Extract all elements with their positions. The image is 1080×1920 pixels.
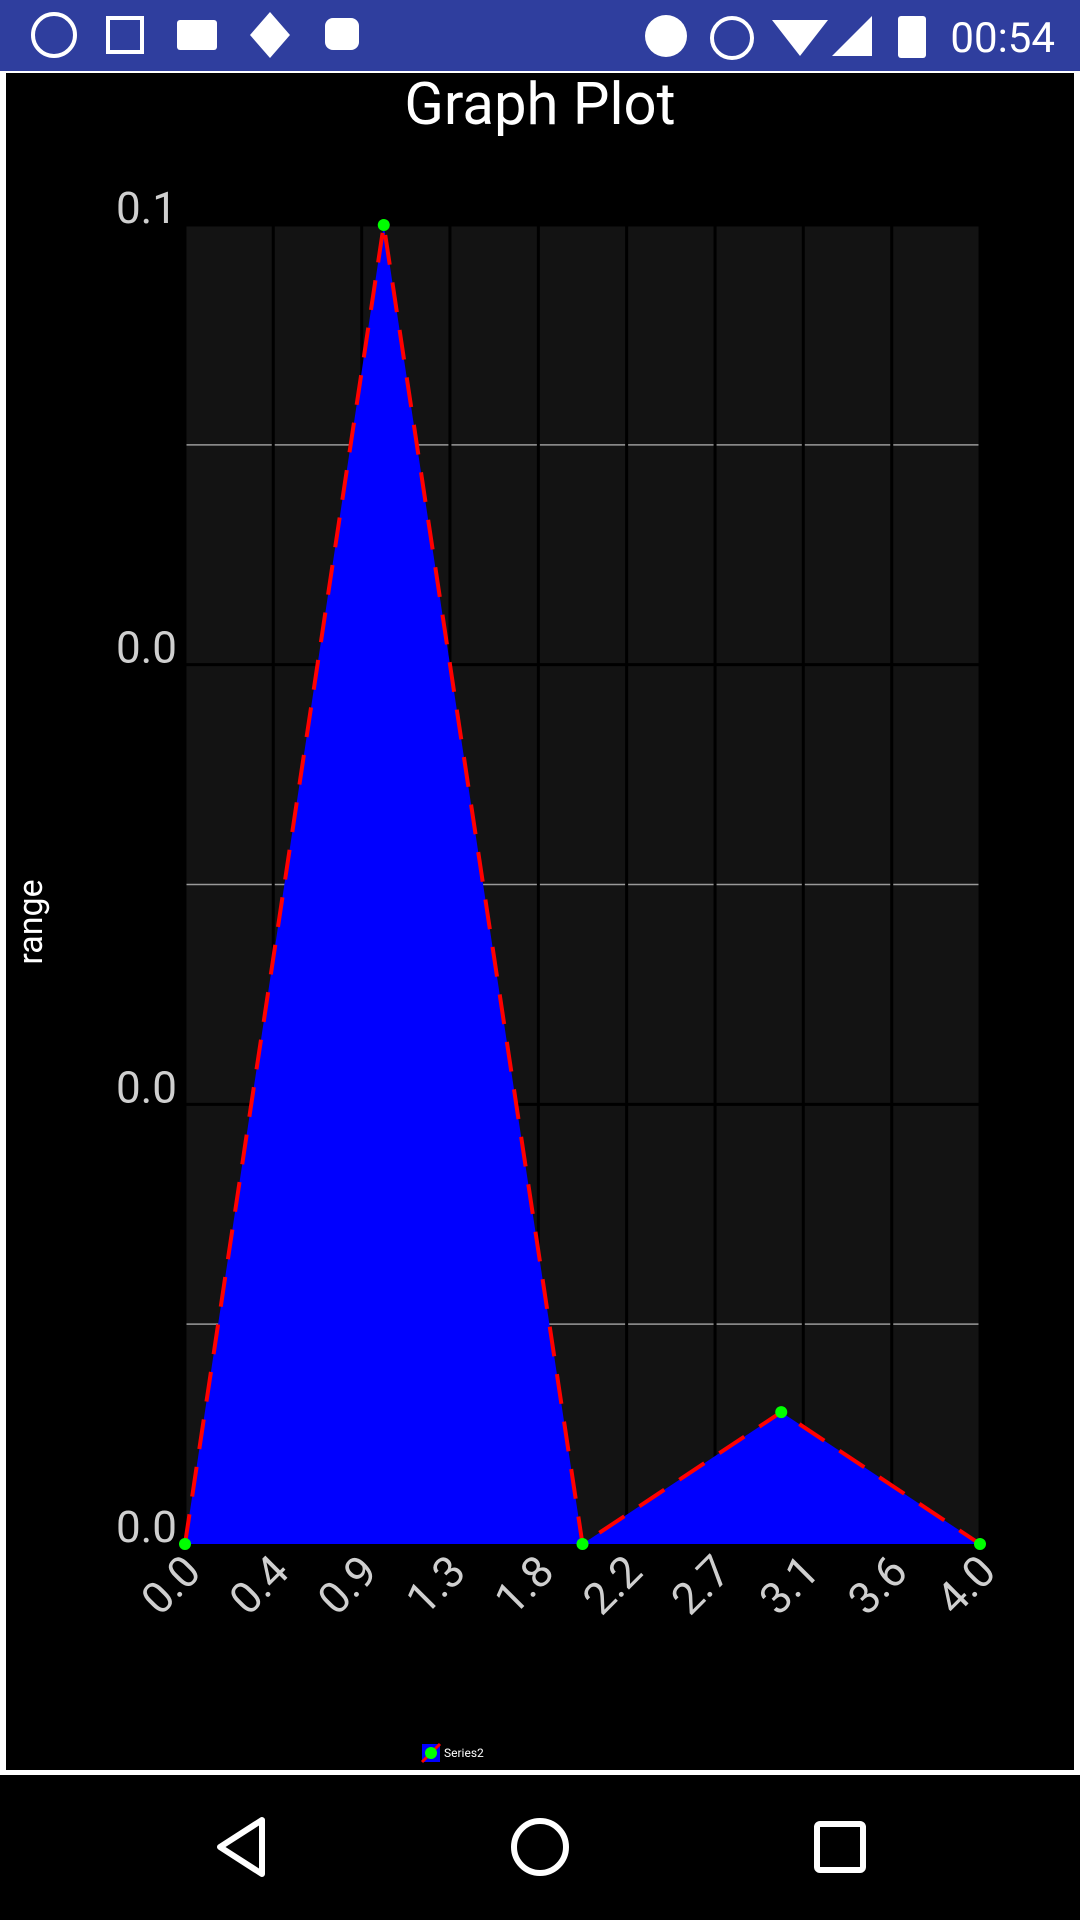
y-tick-label: 0.0: [116, 622, 177, 674]
status-time: 00:54: [950, 14, 1055, 63]
legend-label: Series2: [444, 1746, 484, 1760]
icon-app: [250, 12, 290, 58]
icon-dnd: [645, 15, 687, 57]
icon-signal: [832, 16, 872, 56]
legend-marker: [425, 1747, 437, 1759]
icon-wifi: [772, 20, 828, 56]
icon-gallery: [106, 16, 144, 54]
data-point: [775, 1406, 788, 1419]
data-point: [377, 219, 390, 231]
chart-title: Graph Plot: [404, 71, 675, 139]
icon-alarm: [710, 16, 754, 60]
nav-bar: [0, 1775, 1080, 1920]
icon-whatsapp: [31, 12, 77, 58]
data-point: [179, 1538, 191, 1550]
icon-mail: [177, 20, 217, 50]
y-tick-label: 0.0: [116, 1501, 177, 1553]
y-tick-label: 0.1: [116, 182, 177, 234]
icon-android: [325, 18, 359, 50]
status-icons: [31, 12, 926, 60]
nav-home[interactable]: [511, 1818, 569, 1876]
nav-back[interactable]: [217, 1817, 265, 1877]
y-axis-label: range: [11, 879, 51, 964]
icon-battery: [898, 16, 926, 58]
data-point: [974, 1538, 986, 1550]
y-tick-label: 0.0: [116, 1061, 177, 1113]
area-fill: [185, 225, 980, 1544]
nav-recents[interactable]: [814, 1821, 866, 1873]
data-point: [576, 1538, 589, 1550]
